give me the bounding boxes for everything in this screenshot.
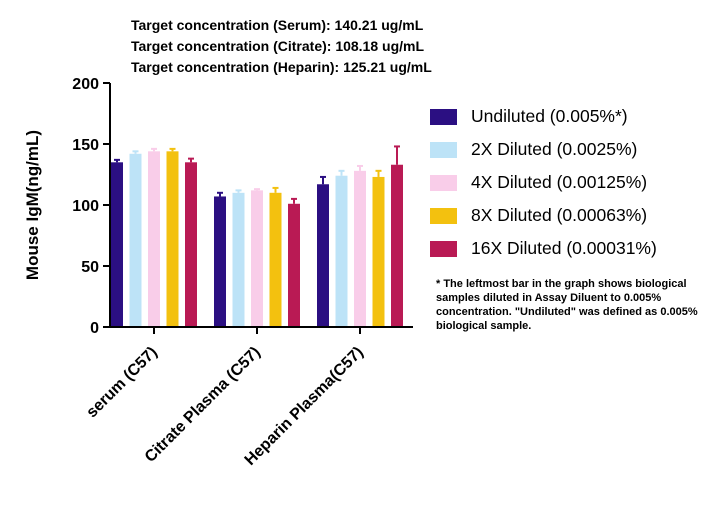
x-tick-label: serum (C57) — [83, 344, 160, 421]
bars-group — [111, 151, 403, 327]
bar — [148, 151, 160, 327]
x-tick-label: Citrate Plasma (C57) — [142, 344, 264, 466]
legend-label: 4X Diluted (0.00125%) — [471, 172, 648, 192]
y-axis-label: Mouse IgM(ng/mL) — [23, 130, 42, 280]
bar — [317, 184, 329, 327]
header-line-citrate-prefix: Target concentration (Citrate): — [131, 38, 336, 54]
bar — [185, 162, 197, 327]
header-line-heparin: Target concentration (Heparin): 125.21 u… — [131, 59, 432, 75]
y-ticks: 0 50 100 150 200 — [72, 76, 110, 337]
header-line-serum-value: 140.21 ug/mL — [334, 17, 424, 33]
header-line-heparin-value: 125.21 ug/mL — [343, 59, 432, 75]
error-bars-group — [114, 145, 400, 204]
legend-item: 4X Diluted (0.00125%) — [430, 166, 657, 199]
bar — [335, 175, 348, 327]
bar — [166, 151, 179, 327]
legend-label: Undiluted (0.005%*) — [471, 106, 628, 126]
legend-swatch — [430, 240, 457, 257]
legend-swatch — [430, 174, 457, 191]
legend-label: 2X Diluted (0.0025%) — [471, 139, 638, 159]
legend-swatch — [430, 207, 457, 224]
bar — [269, 192, 282, 327]
x-ticks: serum (C57)Citrate Plasma (C57)Heparin P… — [83, 327, 367, 469]
y-tick-label: 50 — [81, 259, 99, 276]
y-tick-label: 200 — [72, 76, 99, 93]
legend-label: 16X Diluted (0.00031%) — [471, 238, 657, 258]
y-tick-label: 0 — [90, 320, 99, 337]
bar — [232, 192, 245, 327]
bar — [354, 170, 366, 327]
y-tick-label: 150 — [72, 137, 99, 154]
legend-item: 8X Diluted (0.00063%) — [430, 199, 657, 232]
header-line-serum: Target concentration (Serum): 140.21 ug/… — [131, 17, 423, 33]
header-line-serum-prefix: Target concentration (Serum): — [131, 17, 335, 33]
bar — [251, 190, 263, 327]
bar — [214, 196, 226, 327]
bar — [372, 176, 385, 327]
legend-label: 8X Diluted (0.00063%) — [471, 205, 648, 225]
legend-swatch — [430, 108, 457, 125]
bar — [391, 164, 403, 327]
bar — [288, 203, 300, 327]
y-tick-label: 100 — [72, 198, 99, 215]
footnote: * The leftmost bar in the graph shows bi… — [436, 278, 698, 332]
legend-item: 16X Diluted (0.00031%) — [430, 232, 657, 265]
legend-item: 2X Diluted (0.0025%) — [430, 133, 657, 166]
header-line-heparin-prefix: Target concentration (Heparin): — [131, 59, 344, 75]
header-line-citrate-value: 108.18 ug/mL — [335, 38, 425, 54]
legend-swatch — [430, 141, 457, 158]
bar — [129, 153, 142, 327]
legend: Undiluted (0.005%*) 2X Diluted (0.0025%)… — [430, 100, 657, 265]
legend-item: Undiluted (0.005%*) — [430, 100, 657, 133]
x-tick-label: Heparin Plasma(C57) — [242, 344, 367, 469]
bar — [111, 162, 123, 327]
header-line-citrate: Target concentration (Citrate): 108.18 u… — [131, 38, 424, 54]
